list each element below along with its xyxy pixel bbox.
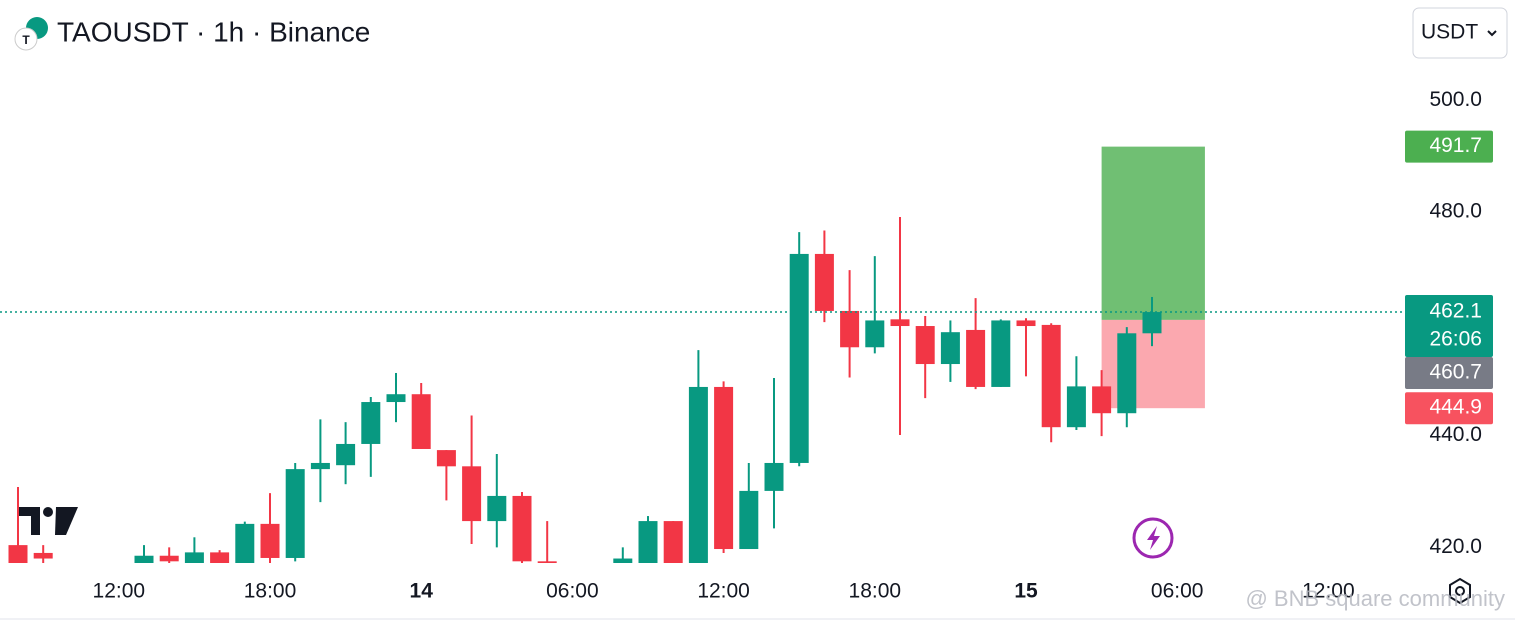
candle-body	[688, 386, 708, 563]
last-price-label: 462.1	[1429, 300, 1482, 323]
candle-body	[764, 462, 784, 491]
candle-body	[310, 462, 330, 470]
candle-body	[663, 521, 683, 563]
candle-body	[386, 394, 406, 403]
lightning-icon[interactable]	[1132, 517, 1174, 559]
candle-body	[1016, 320, 1036, 327]
candle-body	[1066, 386, 1086, 428]
last-price-box	[1405, 295, 1493, 358]
candle-body	[966, 329, 986, 387]
candle-body	[134, 555, 154, 563]
entry-label: 460.7	[1429, 361, 1482, 384]
x-tick-label: 06:00	[546, 580, 599, 603]
candle-body	[285, 469, 305, 558]
dropdown-arrow	[1487, 30, 1497, 37]
candle-body	[1092, 386, 1112, 414]
candle-body	[537, 561, 557, 563]
target-zone	[1101, 146, 1205, 320]
candle-body	[865, 320, 885, 348]
x-tick-label: 12:00	[1302, 580, 1355, 603]
y-tick-label: 500.0	[1429, 88, 1482, 111]
settings-icon[interactable]	[1449, 577, 1471, 605]
x-tick-label: 12:00	[93, 580, 146, 603]
currency-label[interactable]: USDT	[1421, 21, 1478, 44]
symbol-icon: T	[14, 17, 48, 51]
candle-body	[33, 552, 53, 559]
x-tick-label: 18:00	[244, 580, 297, 603]
candle-body	[613, 558, 633, 563]
candle-body	[840, 310, 860, 348]
candle-body	[159, 555, 179, 562]
candle-body	[915, 326, 935, 365]
countdown-label: 26:06	[1429, 328, 1482, 351]
candle-body	[462, 466, 482, 522]
candle-body	[436, 450, 456, 467]
y-tick-label: 440.0	[1429, 423, 1482, 446]
candle-body	[512, 495, 532, 562]
watermark: @ BNB square community	[1245, 586, 1505, 611]
candle-body	[714, 386, 734, 550]
candle-body	[336, 443, 356, 466]
chart-title: TAOUSDT · 1h · Binance	[57, 16, 370, 47]
candle-body	[1142, 312, 1162, 334]
candle-body	[940, 332, 960, 365]
candle-body	[411, 394, 431, 449]
candle-body	[789, 253, 809, 463]
x-tick-label: 18:00	[849, 580, 902, 603]
x-tick-label: 15	[1014, 580, 1038, 603]
candle-body	[8, 545, 28, 563]
x-tick-label: 06:00	[1151, 580, 1204, 603]
entry-box	[1405, 357, 1493, 390]
candle-body	[361, 402, 381, 444]
candle-body	[1041, 324, 1061, 428]
candle-body	[260, 523, 280, 558]
x-tick-label: 12:00	[697, 580, 750, 603]
target-box	[1405, 130, 1493, 163]
currency-button[interactable]	[1412, 7, 1508, 59]
candle-body	[991, 320, 1011, 387]
candle-body	[814, 253, 834, 311]
x-tick-label: 14	[410, 580, 434, 603]
candle-body	[235, 523, 255, 563]
stop-label: 444.9	[1429, 396, 1482, 419]
candle-body	[1117, 333, 1137, 414]
candle-body	[739, 490, 759, 550]
candle-body	[638, 521, 658, 563]
stop-box	[1405, 392, 1493, 425]
candle-body	[184, 552, 204, 563]
candle-body	[210, 552, 230, 563]
svg-text:T: T	[22, 33, 30, 47]
y-tick-label: 480.0	[1429, 200, 1482, 223]
candle-body	[890, 319, 910, 327]
tv-logo	[18, 507, 78, 535]
y-tick-label: 420.0	[1429, 535, 1482, 558]
target-label: 491.7	[1429, 134, 1482, 157]
candle-body	[487, 495, 507, 522]
